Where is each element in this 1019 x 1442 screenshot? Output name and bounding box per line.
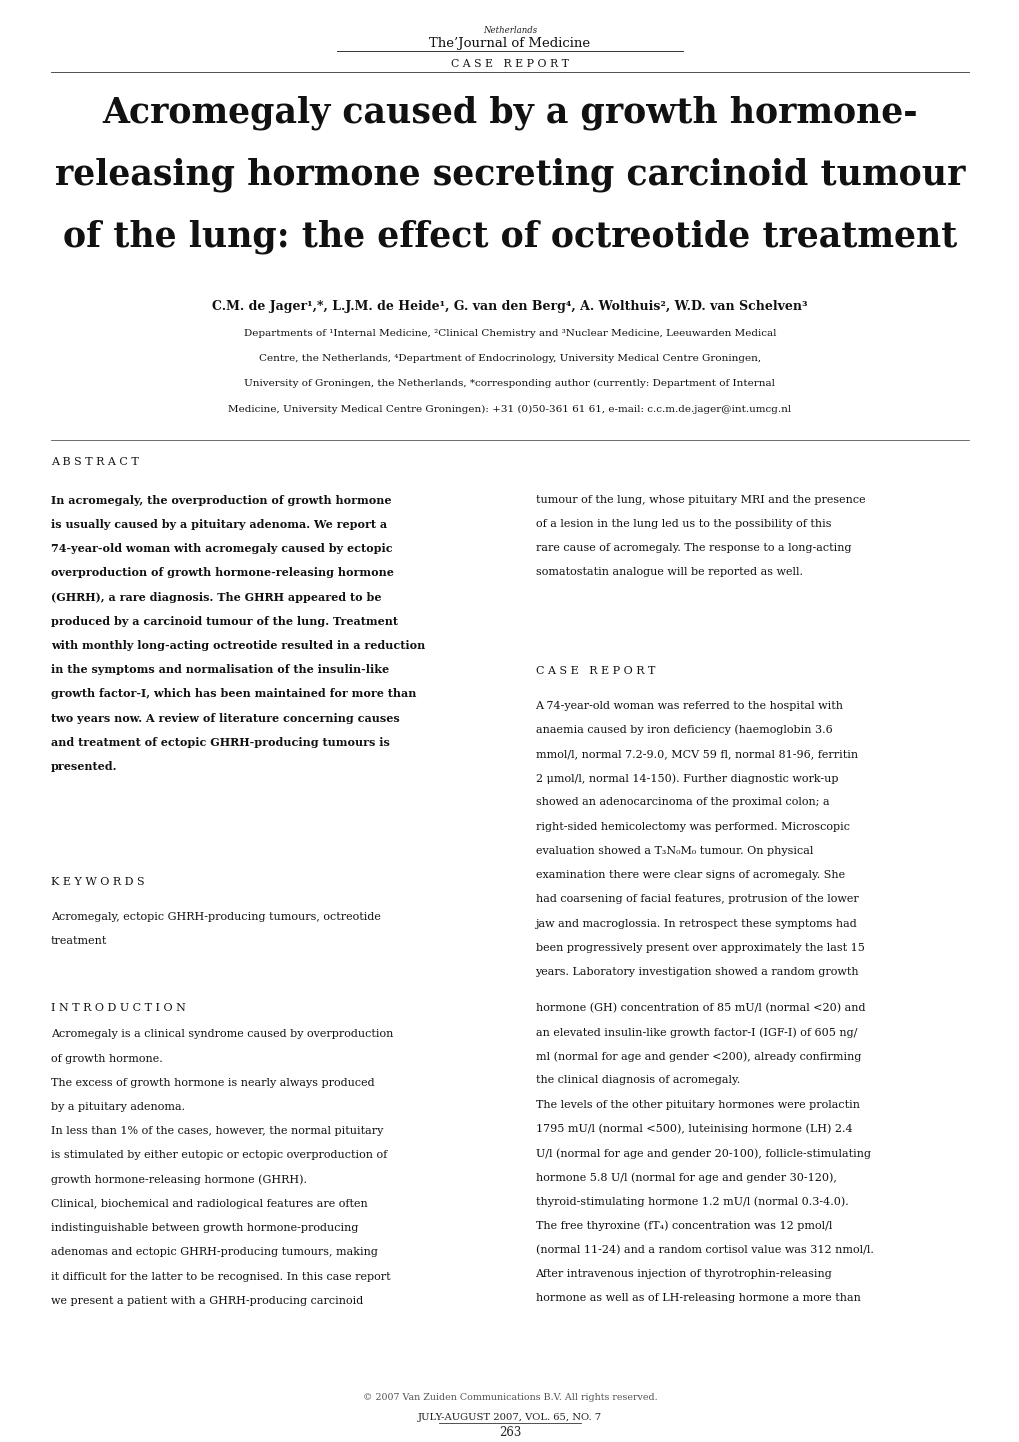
Text: showed an adenocarcinoma of the proximal colon; a: showed an adenocarcinoma of the proximal… (535, 797, 828, 808)
Text: is stimulated by either eutopic or ectopic overproduction of: is stimulated by either eutopic or ectop… (51, 1151, 387, 1161)
Text: overproduction of growth hormone-releasing hormone: overproduction of growth hormone-releasi… (51, 567, 393, 578)
Text: anaemia caused by iron deficiency (haemoglobin 3.6: anaemia caused by iron deficiency (haemo… (535, 725, 832, 735)
Text: I N T R O D U C T I O N: I N T R O D U C T I O N (51, 1004, 185, 1014)
Text: University of Groningen, the Netherlands, *corresponding author (currently: Depa: University of Groningen, the Netherlands… (245, 379, 774, 388)
Text: the clinical diagnosis of acromegaly.: the clinical diagnosis of acromegaly. (535, 1076, 739, 1086)
Text: Acromegaly caused by a growth hormone-: Acromegaly caused by a growth hormone- (102, 95, 917, 130)
Text: 74-year-old woman with acromegaly caused by ectopic: 74-year-old woman with acromegaly caused… (51, 544, 392, 554)
Text: hormone as well as of LH-releasing hormone a more than: hormone as well as of LH-releasing hormo… (535, 1293, 860, 1304)
Text: (GHRH), a rare diagnosis. The GHRH appeared to be: (GHRH), a rare diagnosis. The GHRH appea… (51, 591, 381, 603)
Text: Medicine, University Medical Centre Groningen): +31 (0)50-361 61 61, e-mail: c.c: Medicine, University Medical Centre Gron… (228, 404, 791, 414)
Text: The levels of the other pituitary hormones were prolactin: The levels of the other pituitary hormon… (535, 1100, 859, 1110)
Text: K E Y W O R D S: K E Y W O R D S (51, 877, 145, 887)
Text: we present a patient with a GHRH-producing carcinoid: we present a patient with a GHRH-produci… (51, 1296, 363, 1306)
Text: hormone 5.8 U/l (normal for age and gender 30-120),: hormone 5.8 U/l (normal for age and gend… (535, 1172, 836, 1182)
Text: jaw and macroglossia. In retrospect these symptoms had: jaw and macroglossia. In retrospect thes… (535, 919, 856, 929)
Text: © 2007 Van Zuiden Communications B.V. All rights reserved.: © 2007 Van Zuiden Communications B.V. Al… (363, 1393, 656, 1402)
Text: of the lung: the effect of octreotide treatment: of the lung: the effect of octreotide tr… (63, 219, 956, 254)
Text: somatostatin analogue will be reported as well.: somatostatin analogue will be reported a… (535, 567, 802, 577)
Text: years. Laboratory investigation showed a random growth: years. Laboratory investigation showed a… (535, 968, 858, 978)
Text: Clinical, biochemical and radiological features are often: Clinical, biochemical and radiological f… (51, 1198, 368, 1208)
Text: indistinguishable between growth hormone-producing: indistinguishable between growth hormone… (51, 1223, 358, 1233)
Text: had coarsening of facial features, protrusion of the lower: had coarsening of facial features, protr… (535, 894, 857, 904)
Text: adenomas and ectopic GHRH-producing tumours, making: adenomas and ectopic GHRH-producing tumo… (51, 1247, 377, 1257)
Text: In acromegaly, the overproduction of growth hormone: In acromegaly, the overproduction of gro… (51, 495, 391, 506)
Text: JULY-AUGUST 2007, VOL. 65, NO. 7: JULY-AUGUST 2007, VOL. 65, NO. 7 (418, 1413, 601, 1422)
Text: The’Journal of Medicine: The’Journal of Medicine (429, 37, 590, 50)
Text: ml (normal for age and gender <200), already confirming: ml (normal for age and gender <200), alr… (535, 1051, 860, 1061)
Text: (normal 11-24) and a random cortisol value was 312 nmol/l.: (normal 11-24) and a random cortisol val… (535, 1244, 872, 1256)
Text: The excess of growth hormone is nearly always produced: The excess of growth hormone is nearly a… (51, 1077, 374, 1087)
Text: 263: 263 (498, 1426, 521, 1439)
Text: The free thyroxine (fT₄) concentration was 12 pmol/l: The free thyroxine (fT₄) concentration w… (535, 1221, 832, 1231)
Text: Acromegaly, ectopic GHRH-producing tumours, octreotide: Acromegaly, ectopic GHRH-producing tumou… (51, 911, 380, 921)
Text: Departments of ¹Internal Medicine, ²Clinical Chemistry and ³Nuclear Medicine, Le: Departments of ¹Internal Medicine, ²Clin… (244, 329, 775, 337)
Text: mmol/l, normal 7.2-9.0, MCV 59 fl, normal 81-96, ferritin: mmol/l, normal 7.2-9.0, MCV 59 fl, norma… (535, 748, 857, 758)
Text: is usually caused by a pituitary adenoma. We report a: is usually caused by a pituitary adenoma… (51, 519, 387, 529)
Text: tumour of the lung, whose pituitary MRI and the presence: tumour of the lung, whose pituitary MRI … (535, 495, 864, 505)
Text: C A S E   R E P O R T: C A S E R E P O R T (450, 59, 569, 69)
Text: growth hormone-releasing hormone (GHRH).: growth hormone-releasing hormone (GHRH). (51, 1175, 307, 1185)
Text: it difficult for the latter to be recognised. In this case report: it difficult for the latter to be recogn… (51, 1272, 390, 1282)
Text: After intravenous injection of thyrotrophin-releasing: After intravenous injection of thyrotrop… (535, 1269, 832, 1279)
Text: thyroid-stimulating hormone 1.2 mU/l (normal 0.3-4.0).: thyroid-stimulating hormone 1.2 mU/l (no… (535, 1197, 848, 1207)
Text: A 74-year-old woman was referred to the hospital with: A 74-year-old woman was referred to the … (535, 701, 843, 711)
Text: releasing hormone secreting carcinoid tumour: releasing hormone secreting carcinoid tu… (55, 157, 964, 192)
Text: been progressively present over approximately the last 15: been progressively present over approxim… (535, 943, 863, 953)
Text: presented.: presented. (51, 761, 117, 771)
Text: Acromegaly is a clinical syndrome caused by overproduction: Acromegaly is a clinical syndrome caused… (51, 1030, 393, 1040)
Text: produced by a carcinoid tumour of the lung. Treatment: produced by a carcinoid tumour of the lu… (51, 616, 397, 627)
Text: In less than 1% of the cases, however, the normal pituitary: In less than 1% of the cases, however, t… (51, 1126, 383, 1136)
Text: and treatment of ectopic GHRH-producing tumours is: and treatment of ectopic GHRH-producing … (51, 737, 389, 748)
Text: A B S T R A C T: A B S T R A C T (51, 457, 139, 467)
Text: two years now. A review of literature concerning causes: two years now. A review of literature co… (51, 712, 399, 724)
Text: 2 μmol/l, normal 14-150). Further diagnostic work-up: 2 μmol/l, normal 14-150). Further diagno… (535, 773, 838, 784)
Text: Netherlands: Netherlands (482, 26, 537, 35)
Text: Centre, the Netherlands, ⁴Department of Endocrinology, University Medical Centre: Centre, the Netherlands, ⁴Department of … (259, 353, 760, 363)
Text: growth factor-I, which has been maintained for more than: growth factor-I, which has been maintain… (51, 688, 416, 699)
Text: evaluation showed a T₃N₀M₀ tumour. On physical: evaluation showed a T₃N₀M₀ tumour. On ph… (535, 846, 812, 857)
Text: treatment: treatment (51, 936, 107, 946)
Text: U/l (normal for age and gender 20-100), follicle-stimulating: U/l (normal for age and gender 20-100), … (535, 1148, 869, 1159)
Text: in the symptoms and normalisation of the insulin-like: in the symptoms and normalisation of the… (51, 665, 388, 675)
Text: right-sided hemicolectomy was performed. Microscopic: right-sided hemicolectomy was performed.… (535, 822, 849, 832)
Text: an elevated insulin-like growth factor-I (IGF-I) of 605 ng/: an elevated insulin-like growth factor-I… (535, 1027, 856, 1038)
Text: 1795 mU/l (normal <500), luteinising hormone (LH) 2.4: 1795 mU/l (normal <500), luteinising hor… (535, 1123, 851, 1135)
Text: C.M. de Jager¹,*, L.J.M. de Heide¹, G. van den Berg⁴, A. Wolthuis², W.D. van Sch: C.M. de Jager¹,*, L.J.M. de Heide¹, G. v… (212, 300, 807, 313)
Text: hormone (GH) concentration of 85 mU/l (normal <20) and: hormone (GH) concentration of 85 mU/l (n… (535, 1002, 864, 1014)
Text: of a lesion in the lung led us to the possibility of this: of a lesion in the lung led us to the po… (535, 519, 830, 529)
Text: with monthly long-acting octreotide resulted in a reduction: with monthly long-acting octreotide resu… (51, 640, 425, 650)
Text: rare cause of acromegaly. The response to a long-acting: rare cause of acromegaly. The response t… (535, 544, 850, 554)
Text: C A S E   R E P O R T: C A S E R E P O R T (535, 666, 654, 676)
Text: of growth hormone.: of growth hormone. (51, 1054, 163, 1064)
Text: by a pituitary adenoma.: by a pituitary adenoma. (51, 1102, 184, 1112)
Text: examination there were clear signs of acromegaly. She: examination there were clear signs of ac… (535, 870, 844, 880)
